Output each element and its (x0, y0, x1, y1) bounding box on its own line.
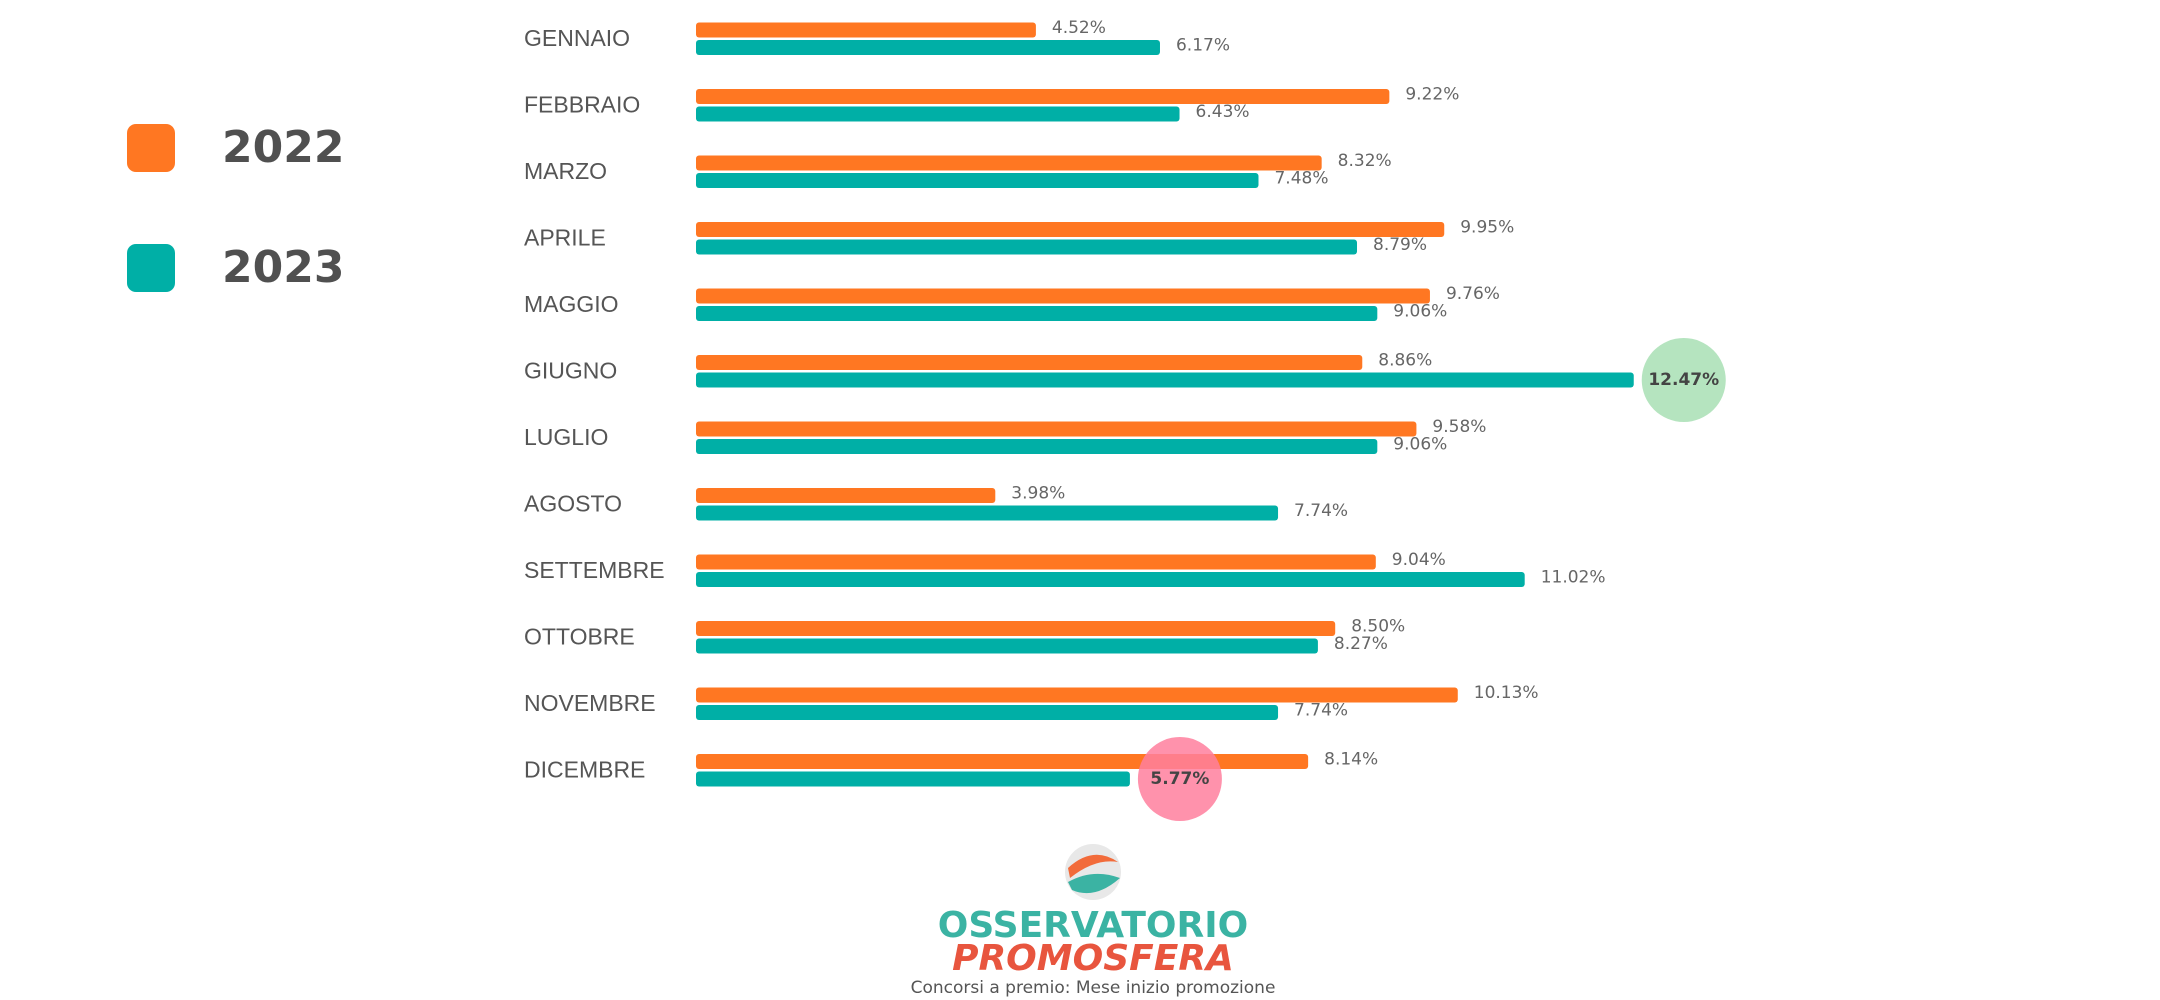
bar (696, 239, 1358, 255)
category-label: MAGGIO (524, 291, 619, 317)
value-label: 4.52% (1052, 18, 1106, 38)
category-label: SETTEMBRE (524, 557, 665, 583)
category-label: LUGLIO (524, 424, 608, 450)
bar (696, 222, 1445, 237)
bar (696, 306, 1378, 321)
bar (696, 771, 1130, 787)
legend-label: 2022 (222, 122, 344, 173)
legend-swatch (127, 244, 175, 292)
value-label: 8.79% (1373, 235, 1427, 255)
bar (696, 705, 1279, 720)
bar (696, 421, 1417, 437)
value-label: 9.22% (1405, 85, 1459, 105)
bar (696, 621, 1336, 636)
highlight-circle (1641, 338, 1726, 422)
value-label: 8.50% (1351, 617, 1405, 637)
value-label: 6.43% (1196, 102, 1250, 122)
category-label: FEBBRAIO (524, 92, 640, 118)
bar (696, 89, 1390, 104)
bar (696, 155, 1322, 171)
bar (696, 355, 1363, 370)
value-label: 9.06% (1393, 435, 1447, 455)
category-label: GIUGNO (524, 358, 617, 384)
bar (696, 22, 1036, 38)
logo-swoosh (1068, 854, 1118, 878)
legend-swatch (127, 124, 175, 172)
logo-text: OSSERVATORIO (938, 905, 1249, 946)
category-label: AGOSTO (524, 491, 622, 517)
value-label: 9.76% (1446, 284, 1500, 304)
value-label: 8.86% (1378, 351, 1432, 371)
bar (696, 40, 1160, 55)
legend-label: 2023 (222, 242, 344, 293)
category-label: GENNAIO (524, 25, 630, 51)
caption: Concorsi a premio: Mese inizio promozion… (911, 978, 1276, 998)
value-label: 9.58% (1432, 417, 1486, 437)
value-label: 9.04% (1392, 550, 1446, 570)
bar (696, 106, 1180, 122)
highlight-circle (1137, 737, 1222, 821)
value-label: 7.48% (1274, 169, 1328, 189)
category-label: DICEMBRE (524, 757, 645, 783)
category-label: OTTOBRE (524, 624, 635, 650)
value-label: 10.13% (1474, 683, 1539, 703)
value-label: 7.74% (1294, 501, 1348, 521)
value-label: 9.06% (1393, 302, 1447, 322)
category-label: MARZO (524, 158, 607, 184)
value-label: 8.32% (1338, 151, 1392, 171)
value-label: 8.14% (1324, 750, 1378, 770)
category-label: APRILE (524, 225, 606, 251)
bar (696, 572, 1525, 587)
bar (696, 439, 1378, 454)
bar (696, 173, 1259, 188)
value-label: 11.02% (1541, 568, 1606, 588)
bar (696, 288, 1430, 304)
logo: OSSERVATORIO PROMOSFERA (938, 844, 1249, 979)
bar (696, 372, 1634, 388)
logo-text: PROMOSFERA (952, 938, 1234, 979)
bar (696, 554, 1376, 570)
value-label: 8.27% (1334, 634, 1388, 654)
bar (696, 687, 1458, 703)
value-label: 12.47% (1648, 370, 1719, 390)
value-label: 9.95% (1460, 218, 1514, 238)
logo-swoosh (1068, 873, 1120, 894)
value-label: 7.74% (1294, 701, 1348, 721)
bar (696, 505, 1279, 521)
value-label: 5.77% (1150, 769, 1209, 789)
bar (696, 638, 1318, 654)
value-label: 3.98% (1011, 484, 1065, 504)
value-label: 6.17% (1176, 36, 1230, 56)
category-label: NOVEMBRE (524, 690, 656, 716)
bar (696, 488, 996, 503)
